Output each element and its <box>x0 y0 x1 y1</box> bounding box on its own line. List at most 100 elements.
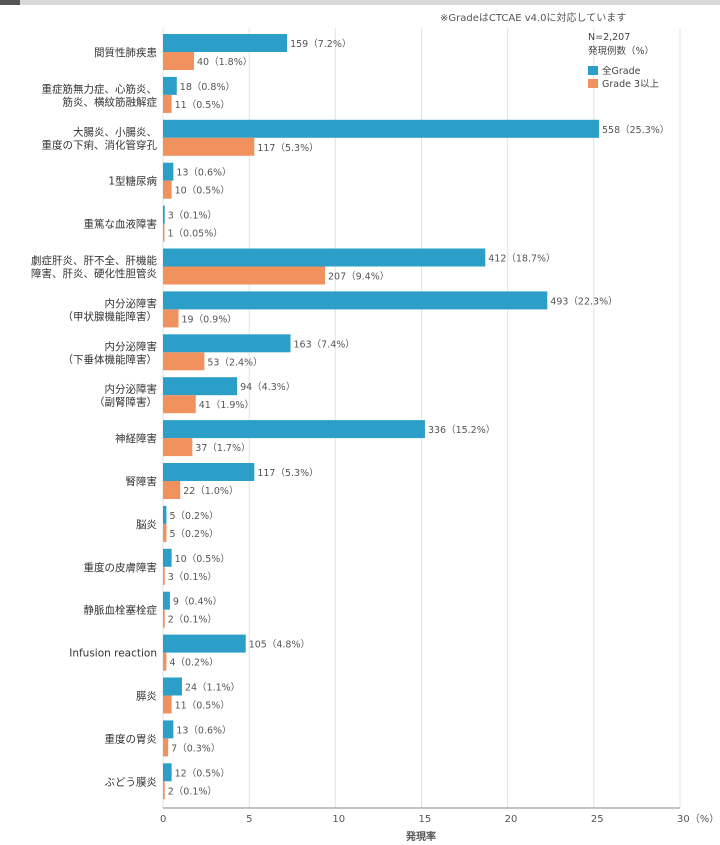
legend-swatch-grade3 <box>588 79 598 88</box>
bar-all-grade <box>163 548 172 567</box>
category-label: 重度の胃炎 <box>105 732 158 745</box>
data-label-grade3: 10（0.5%） <box>175 185 230 197</box>
data-label-all-grade: 18（0.8%） <box>180 81 235 93</box>
ctcae-note: ※GradeはCTCAE v4.0に対応しています <box>440 13 627 24</box>
category-label: 内分泌障害 <box>105 340 158 353</box>
bar-all-grade <box>163 248 486 267</box>
x-tick-label: 10 <box>332 814 345 825</box>
category-label: 1型糖尿病 <box>108 175 157 188</box>
x-axis-label: 発現率 <box>405 830 436 843</box>
bar-grade3 <box>163 781 165 800</box>
data-label-all-grade: 5（0.2%） <box>169 510 218 522</box>
bar-grade3 <box>163 309 179 328</box>
data-label-grade3: 22（1.0%） <box>183 485 238 497</box>
category-label: 脳炎 <box>136 519 157 531</box>
data-label-grade3: 3（0.1%） <box>168 571 217 583</box>
legend-subtitle: 発現例数（%） <box>588 45 654 57</box>
category-label: 膵炎 <box>136 691 157 703</box>
bar-all-grade <box>163 591 170 610</box>
bar-grade3 <box>163 223 165 242</box>
bar-all-grade <box>163 119 600 138</box>
data-label-grade3: 53（2.4%） <box>207 356 262 368</box>
x-tick-label: 20 <box>505 814 518 825</box>
data-label-grade3: 41（1.9%） <box>199 399 254 411</box>
data-label-grade3: 2（0.1%） <box>168 785 217 797</box>
data-label-all-grade: 159（7.2%） <box>290 38 351 50</box>
bar-grade3 <box>163 738 169 757</box>
data-label-grade3: 1（0.05%） <box>168 228 223 240</box>
data-label-all-grade: 117（5.3%） <box>257 467 318 479</box>
data-label-all-grade: 24（1.1%） <box>185 682 240 694</box>
top-strip-accent <box>0 0 20 5</box>
bar-all-grade <box>163 291 548 310</box>
bar-all-grade <box>163 377 238 396</box>
data-label-grade3: 4（0.2%） <box>169 657 218 669</box>
data-label-all-grade: 12（0.5%） <box>175 767 230 779</box>
bar-all-grade <box>163 763 172 782</box>
data-label-all-grade: 94（4.3%） <box>240 381 295 393</box>
bar-all-grade <box>163 162 174 181</box>
bar-all-grade <box>163 34 288 52</box>
bar-grade3 <box>163 52 195 70</box>
bar-all-grade <box>163 634 246 653</box>
bar-all-grade <box>163 205 165 224</box>
category-label: 障害、肝炎、硬化性胆管炎 <box>31 267 157 280</box>
category-label: 神経障害 <box>115 432 157 445</box>
bar-grade3 <box>163 481 181 499</box>
bar-grade3 <box>163 523 167 542</box>
data-label-grade3: 40（1.8%） <box>197 56 252 68</box>
data-label-all-grade: 163（7.4%） <box>294 338 355 350</box>
top-strip <box>0 0 720 5</box>
data-label-all-grade: 493（22.3%） <box>550 295 617 307</box>
data-label-grade3: 117（5.3%） <box>257 142 318 154</box>
category-label: 内分泌障害 <box>105 297 158 310</box>
category-label: （下垂体機能障害） <box>63 353 158 366</box>
bar-all-grade <box>163 720 174 739</box>
data-label-all-grade: 13（0.6%） <box>176 167 231 179</box>
category-label: 間質性肺疾患 <box>94 46 157 59</box>
bar-grade3 <box>163 395 196 414</box>
category-label: 重症筋無力症、心筋炎、 <box>42 82 158 95</box>
bar-grade3 <box>163 94 172 113</box>
bar-all-grade <box>163 420 425 439</box>
data-label-grade3: 7（0.3%） <box>171 742 220 754</box>
bar-all-grade <box>163 463 255 481</box>
x-tick-label: 30（%） <box>677 813 719 825</box>
category-label: 腎障害 <box>126 475 158 488</box>
bar-all-grade <box>163 505 167 524</box>
data-label-all-grade: 13（0.6%） <box>176 724 231 736</box>
data-label-grade3: 19（0.9%） <box>182 313 237 325</box>
data-label-all-grade: 10（0.5%） <box>175 553 230 565</box>
category-label: 大腸炎、小腸炎、 <box>73 125 157 138</box>
data-label-all-grade: 9（0.4%） <box>173 596 222 608</box>
bar-grade3 <box>163 652 167 671</box>
data-label-all-grade: 558（25.3%） <box>602 124 669 136</box>
category-label: ぶどう膜炎 <box>105 776 158 788</box>
data-label-grade3: 207（9.4%） <box>328 271 389 283</box>
legend-swatch-all-grade <box>588 66 598 75</box>
data-label-grade3: 11（0.5%） <box>175 700 230 712</box>
category-label: Infusion reaction <box>69 648 157 660</box>
bar-grade3 <box>163 609 165 628</box>
category-label: 静脈血栓塞栓症 <box>84 604 158 617</box>
category-label: 重度の皮膚障害 <box>84 561 158 574</box>
category-label: 内分泌障害 <box>105 383 158 396</box>
data-label-grade3: 11（0.5%） <box>175 99 230 111</box>
legend-label-grade3: Grade 3以上 <box>602 79 660 90</box>
bar-all-grade <box>163 677 182 696</box>
category-label: 重度の下痢、消化管穿孔 <box>42 138 158 151</box>
bar-grade3 <box>163 266 325 285</box>
data-label-all-grade: 412（18.7%） <box>488 253 555 265</box>
bar-grade3 <box>163 566 165 585</box>
x-tick-label: 5 <box>246 814 252 825</box>
category-label: 重篤な血液障害 <box>84 218 158 231</box>
bar-grade3 <box>163 352 205 371</box>
x-tick-label: 15 <box>419 814 432 825</box>
data-label-grade3: 5（0.2%） <box>169 528 218 540</box>
legend-label-all-grade: 全Grade <box>602 65 641 77</box>
legend-n-label: N=2,207 <box>588 32 630 43</box>
category-label: 劇症肝炎、肝不全、肝機能 <box>31 254 157 267</box>
bar-grade3 <box>163 137 255 156</box>
x-tick-label: 0 <box>160 814 166 825</box>
